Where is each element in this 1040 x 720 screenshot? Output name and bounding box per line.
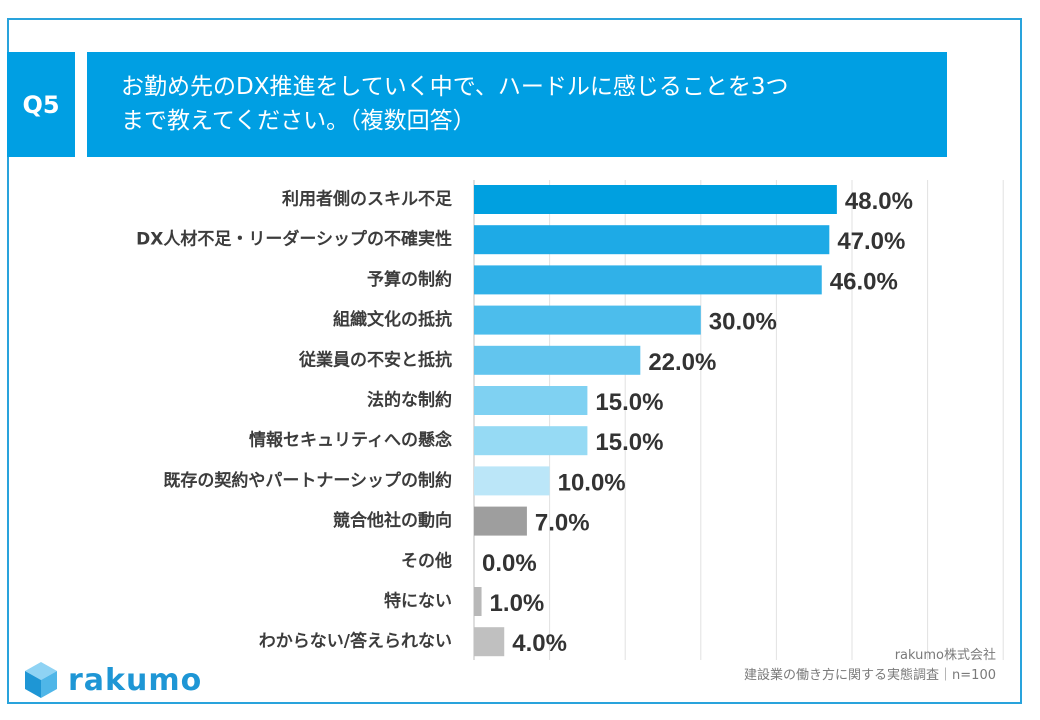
rakumo-logo: rakumo <box>22 660 202 700</box>
value-label: 46.0% <box>830 268 898 295</box>
value-label: 48.0% <box>845 188 913 215</box>
question-banner: お勤め先のDX推進をしていく中で、ハードルに感じることを3つ まで教えてください… <box>87 52 947 157</box>
category-label: わからない/答えられない <box>259 631 452 652</box>
category-label: 競合他社の動向 <box>333 510 452 531</box>
logo-wordmark: rakumo <box>68 662 203 698</box>
category-label: 利用者側のスキル不足 <box>282 189 452 210</box>
bar <box>474 345 641 375</box>
category-label: 予算の制約 <box>367 269 452 290</box>
value-label: 10.0% <box>558 469 626 496</box>
category-label: 従業員の不安と抵抗 <box>298 349 452 370</box>
value-label: 4.0% <box>512 630 567 657</box>
value-label: 30.0% <box>709 309 777 336</box>
bar <box>474 506 527 536</box>
question-number-badge: Q5 <box>7 52 75 157</box>
category-label: 情報セキュリティへの懸念 <box>249 430 452 451</box>
outer-frame <box>7 18 1022 704</box>
bar <box>474 265 822 295</box>
value-label: 47.0% <box>837 228 905 255</box>
category-label: 特にない <box>384 591 452 612</box>
value-label: 7.0% <box>535 510 590 537</box>
category-label: DX人材不足・リーダーシップの不確実性 <box>136 229 452 250</box>
bar <box>474 587 482 616</box>
bar <box>474 185 837 214</box>
category-label: 既存の契約やパートナーシップの制約 <box>163 470 452 491</box>
bar <box>474 627 505 657</box>
category-label: その他 <box>401 550 452 571</box>
cube-logo-icon <box>25 662 57 698</box>
source-note: rakumo株式会社 建設業の働き方に関する実態調査｜n=100 <box>744 646 996 686</box>
bar <box>474 225 830 255</box>
category-label: 組織文化の抵抗 <box>333 309 452 330</box>
question-text-line-2: まで教えてください。（複数回答） <box>121 108 476 134</box>
value-label: 1.0% <box>490 590 545 617</box>
value-label: 22.0% <box>648 349 716 376</box>
source-survey: 建設業の働き方に関する実態調査｜n=100 <box>744 668 996 683</box>
question-text-line-1: お勤め先のDX推進をしていく中で、ハードルに感じることを3つ <box>121 74 789 100</box>
bar <box>474 305 701 335</box>
category-label: 法的な制約 <box>367 390 452 411</box>
source-company: rakumo株式会社 <box>894 648 996 663</box>
value-label: 0.0% <box>482 550 537 577</box>
value-label: 15.0% <box>595 429 663 456</box>
bar <box>474 426 588 456</box>
value-label: 15.0% <box>595 389 663 416</box>
bar <box>474 466 550 496</box>
bar <box>474 386 588 415</box>
